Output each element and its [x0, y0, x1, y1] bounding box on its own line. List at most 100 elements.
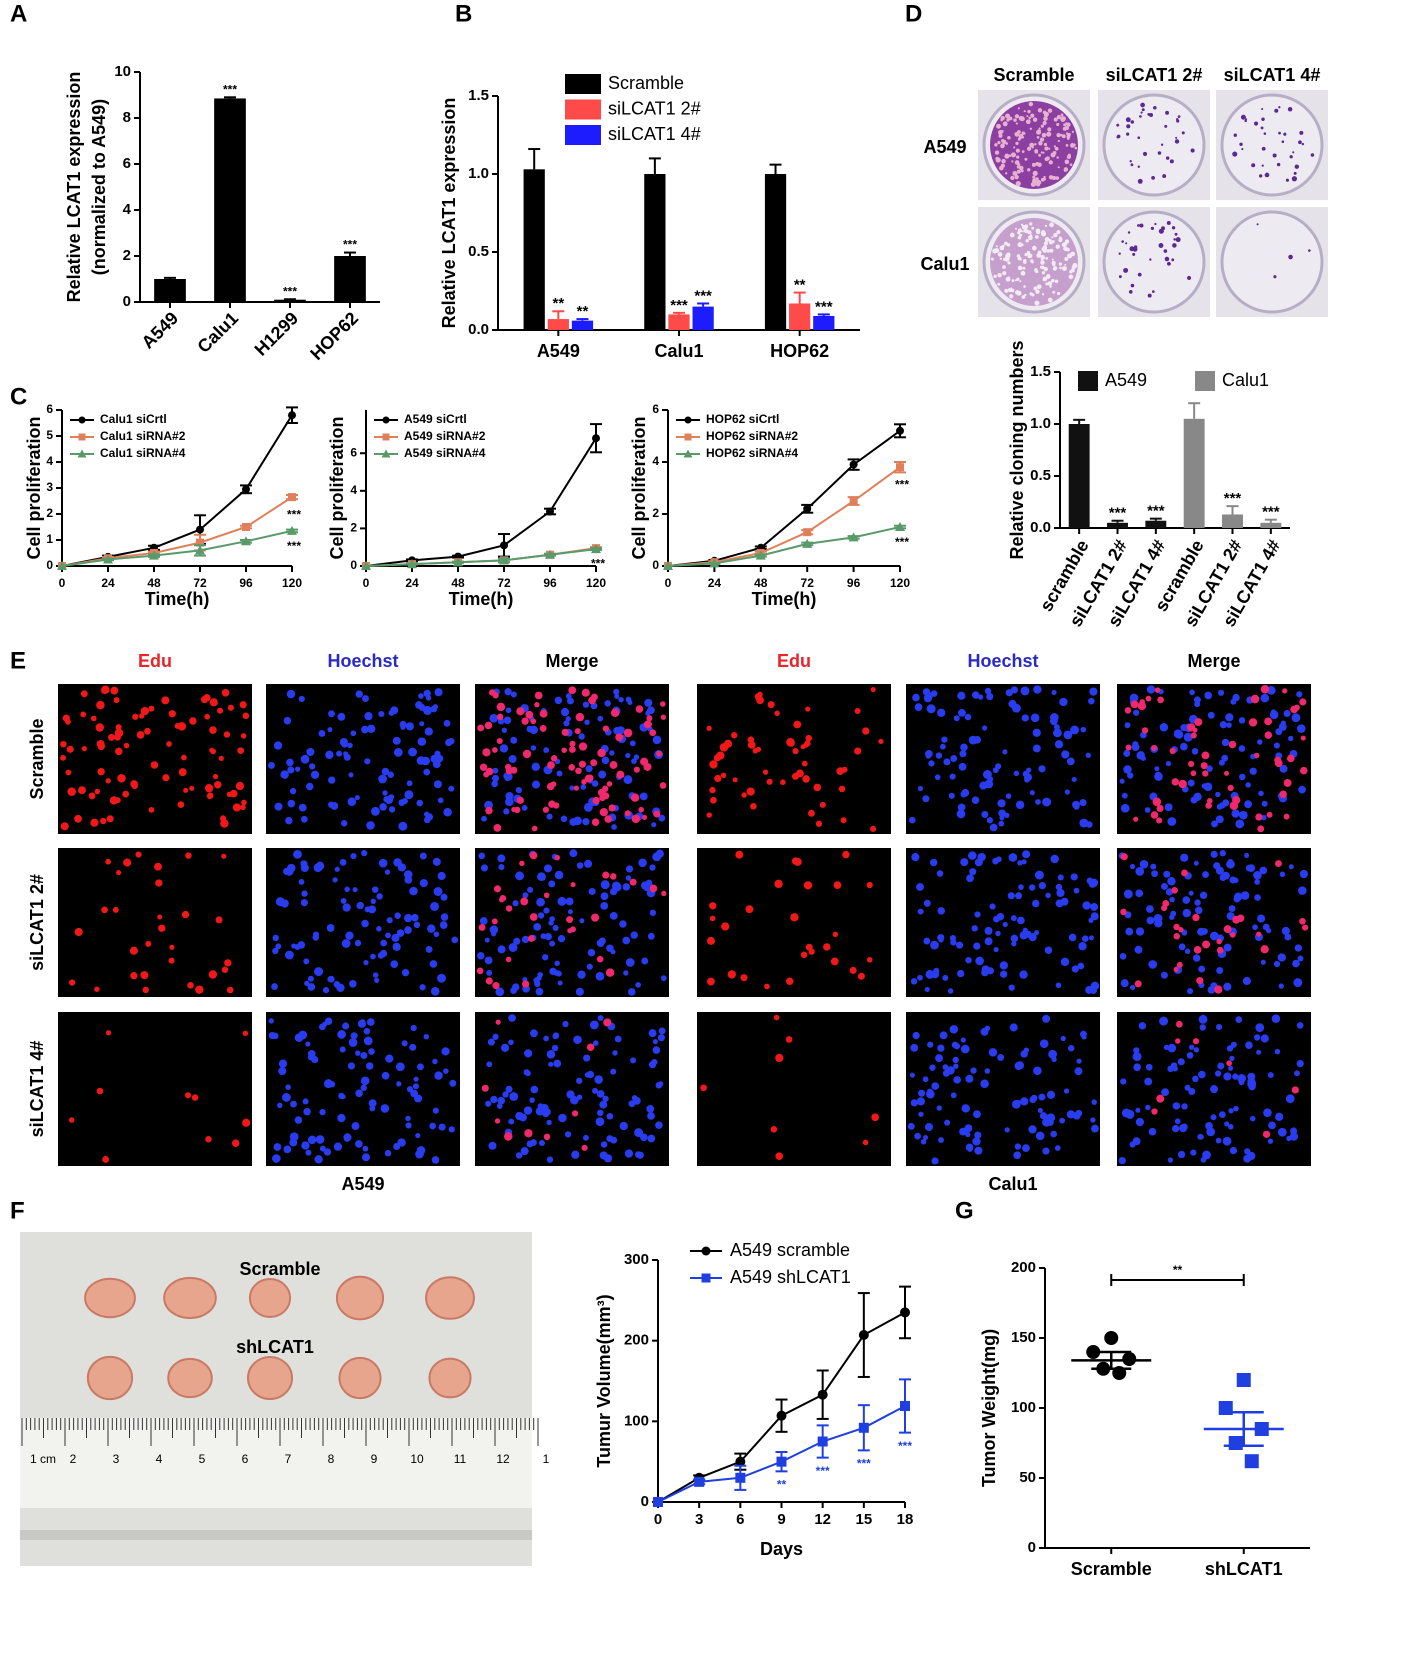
- nucleus: [140, 971, 149, 980]
- nucleus: [417, 737, 427, 746]
- nucleus: [623, 728, 633, 738]
- colony: [1023, 110, 1026, 113]
- nucleus: [1042, 1014, 1051, 1023]
- nucleus: [522, 892, 529, 899]
- colony: [1258, 174, 1263, 178]
- nucleus: [658, 1027, 666, 1035]
- colony: [1149, 258, 1152, 261]
- nucleus: [235, 781, 245, 791]
- nucleus: [408, 747, 417, 757]
- nucleus: [1175, 1038, 1181, 1044]
- nucleus: [410, 1024, 417, 1032]
- panel-label: G: [955, 1197, 974, 1224]
- nucleus: [106, 815, 114, 823]
- group-label: Scramble: [239, 1259, 320, 1279]
- nucleus: [956, 969, 965, 978]
- nucleus: [1133, 816, 1139, 822]
- colony: [1048, 160, 1053, 165]
- nucleus: [350, 730, 357, 737]
- colony: [999, 165, 1004, 171]
- y-tick-label: 4: [652, 454, 659, 468]
- nucleus: [1091, 1099, 1097, 1105]
- nucleus: [1144, 807, 1151, 813]
- colony: [1118, 275, 1122, 279]
- nucleus: [1180, 853, 1189, 862]
- nucleus: [1262, 923, 1270, 931]
- nucleus: [1013, 1151, 1022, 1160]
- nucleus: [497, 1096, 506, 1105]
- y-axis-label: Relative LCAT1 expression: [439, 98, 459, 329]
- nucleus: [1144, 1077, 1153, 1086]
- nucleus: [566, 916, 574, 924]
- nucleus: [1293, 978, 1303, 988]
- nucleus: [854, 707, 861, 715]
- nucleus: [1259, 866, 1268, 875]
- nucleus: [1282, 688, 1288, 694]
- nucleus: [920, 1138, 927, 1145]
- nucleus: [590, 693, 598, 701]
- colony: [1058, 262, 1063, 266]
- nucleus: [1019, 970, 1028, 979]
- colony: [1040, 151, 1043, 154]
- nucleus: [787, 739, 795, 747]
- nucleus: [1299, 869, 1309, 879]
- marker: [755, 550, 766, 560]
- nucleus: [481, 815, 487, 822]
- nucleus: [1271, 1014, 1281, 1023]
- colony: [1022, 266, 1026, 270]
- nucleus: [491, 931, 497, 937]
- nucleus: [984, 687, 992, 695]
- nucleus: [485, 806, 493, 815]
- nucleus: [294, 766, 301, 772]
- nucleus: [60, 822, 69, 831]
- nucleus: [924, 986, 930, 993]
- nucleus: [388, 794, 395, 800]
- nucleus: [706, 812, 713, 818]
- nucleus: [609, 761, 618, 769]
- nucleus: [599, 1100, 608, 1109]
- nucleus: [735, 850, 744, 859]
- colony: [1181, 131, 1185, 135]
- nucleus: [1216, 938, 1222, 945]
- nucleus: [914, 703, 923, 711]
- colony: [1017, 163, 1021, 166]
- nucleus: [114, 728, 124, 738]
- legend-label: A549 siRNA#4: [404, 446, 486, 460]
- nucleus: [231, 1139, 240, 1147]
- nucleus: [1150, 863, 1157, 870]
- nucleus: [1033, 1066, 1042, 1076]
- nucleus: [950, 755, 958, 763]
- y-tick-label: 8: [123, 109, 131, 126]
- nucleus: [582, 1134, 589, 1141]
- nucleus: [1215, 866, 1224, 875]
- nucleus: [964, 713, 972, 721]
- colony: [1164, 256, 1170, 262]
- y-tick-label: 6: [350, 445, 357, 459]
- marker: [288, 493, 296, 502]
- nucleus: [432, 857, 441, 866]
- nucleus: [66, 745, 74, 753]
- nucleus: [439, 921, 448, 930]
- nucleus: [508, 755, 517, 764]
- y-tick-label: 0.5: [468, 243, 489, 260]
- nucleus: [979, 781, 988, 790]
- nucleus: [965, 1131, 971, 1138]
- nucleus: [953, 1042, 961, 1050]
- nucleus: [1192, 1075, 1199, 1083]
- nucleus: [1193, 696, 1201, 704]
- nucleus: [918, 1089, 926, 1097]
- micrograph: [906, 684, 1100, 834]
- nucleus: [565, 693, 572, 699]
- colony: [1261, 164, 1264, 167]
- nucleus: [1088, 697, 1095, 705]
- nucleus: [1192, 913, 1200, 922]
- nucleus: [437, 973, 446, 983]
- marker: [849, 497, 858, 505]
- colony: [1057, 166, 1060, 169]
- ruler-label: 3: [113, 1452, 120, 1466]
- nucleus: [491, 780, 498, 788]
- nucleus: [479, 763, 488, 771]
- nucleus: [1249, 767, 1257, 775]
- colony: [1151, 176, 1155, 180]
- significance-label: ***: [1262, 504, 1280, 521]
